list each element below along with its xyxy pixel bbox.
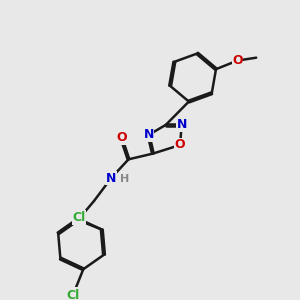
Text: N: N: [143, 128, 154, 141]
Text: H: H: [119, 174, 129, 184]
Text: N: N: [176, 118, 187, 131]
Text: N: N: [106, 172, 116, 184]
Text: Cl: Cl: [72, 211, 86, 224]
Text: Cl: Cl: [67, 289, 80, 300]
Text: O: O: [232, 54, 243, 67]
Text: O: O: [175, 139, 185, 152]
Text: O: O: [116, 131, 127, 144]
